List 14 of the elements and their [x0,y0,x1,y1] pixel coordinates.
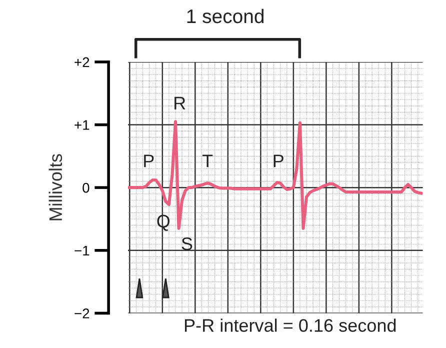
y-tick-label: +2 [74,57,90,67]
annotation: R [174,96,186,110]
y-tick-label: +1 [74,120,90,130]
text: 1 second [187,8,264,24]
y-tick-label: −1 [74,246,90,256]
y-axis-title: Millivolts [48,154,62,220]
annotation: P [144,154,154,168]
y-tick-label: −2 [74,308,90,318]
annotation: S [182,237,192,250]
y-tick-label: 0 [82,182,90,193]
annotation: T [202,154,213,168]
line-series [128,120,423,230]
text: P-R interval = 0.16 second [184,318,396,332]
annotation: P [274,154,284,168]
